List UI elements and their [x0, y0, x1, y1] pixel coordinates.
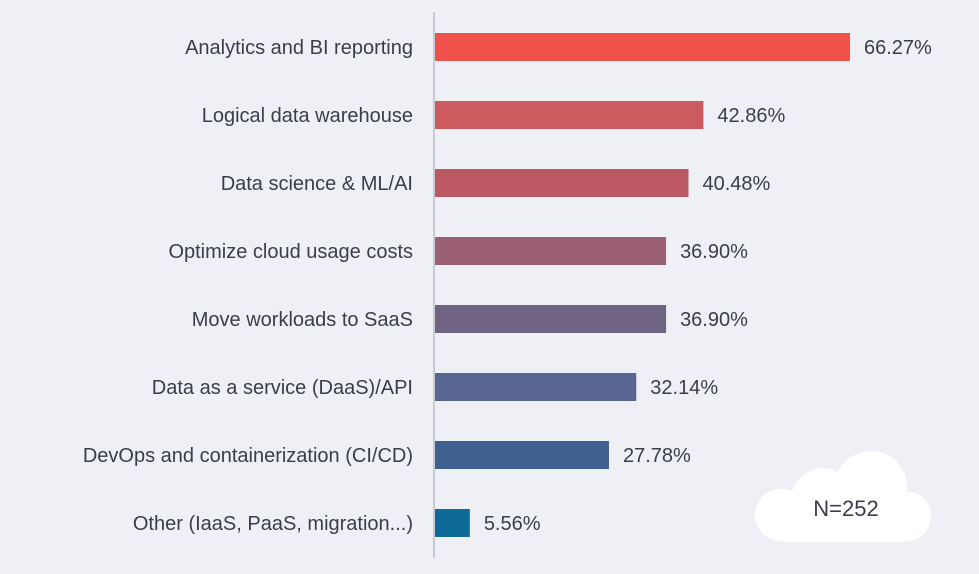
bar	[435, 237, 667, 265]
value-label: 32.14%	[650, 377, 718, 399]
bar	[435, 373, 637, 401]
bar	[435, 509, 470, 537]
value-labels-group: 66.27% 42.86% 40.48% 36.90% 36.90% 32.14% 27.7…	[484, 37, 932, 535]
bar	[435, 441, 609, 469]
category-label: DevOps and containerization (CI/CD)	[83, 445, 413, 467]
bar	[435, 101, 704, 129]
category-label: Analytics and BI reporting	[185, 37, 413, 59]
value-label: 36.90%	[680, 241, 748, 263]
bar	[435, 169, 689, 197]
value-label: 66.27%	[864, 37, 932, 59]
category-label: Move workloads to SaaS	[192, 309, 413, 331]
sample-size-badge: N=252	[754, 451, 931, 542]
value-label: 27.78%	[623, 445, 691, 467]
bar	[435, 33, 850, 61]
category-label: Data as a service (DaaS)/API	[152, 377, 413, 399]
bar	[435, 305, 667, 333]
value-label: 36.90%	[680, 309, 748, 331]
category-label: Other (IaaS, PaaS, migration...)	[133, 513, 413, 535]
sample-size-text: N=252	[813, 496, 878, 521]
category-label: Optimize cloud usage costs	[168, 241, 413, 263]
value-label: 5.56%	[484, 513, 541, 535]
value-label: 40.48%	[702, 173, 770, 195]
category-label: Logical data warehouse	[202, 105, 413, 127]
value-label: 42.86%	[717, 105, 785, 127]
category-labels-group: Analytics and BI reporting Logical data w…	[83, 37, 413, 535]
bars-group	[435, 33, 850, 537]
cloud-icon	[754, 451, 931, 542]
category-label: Data science & ML/AI	[221, 173, 413, 195]
